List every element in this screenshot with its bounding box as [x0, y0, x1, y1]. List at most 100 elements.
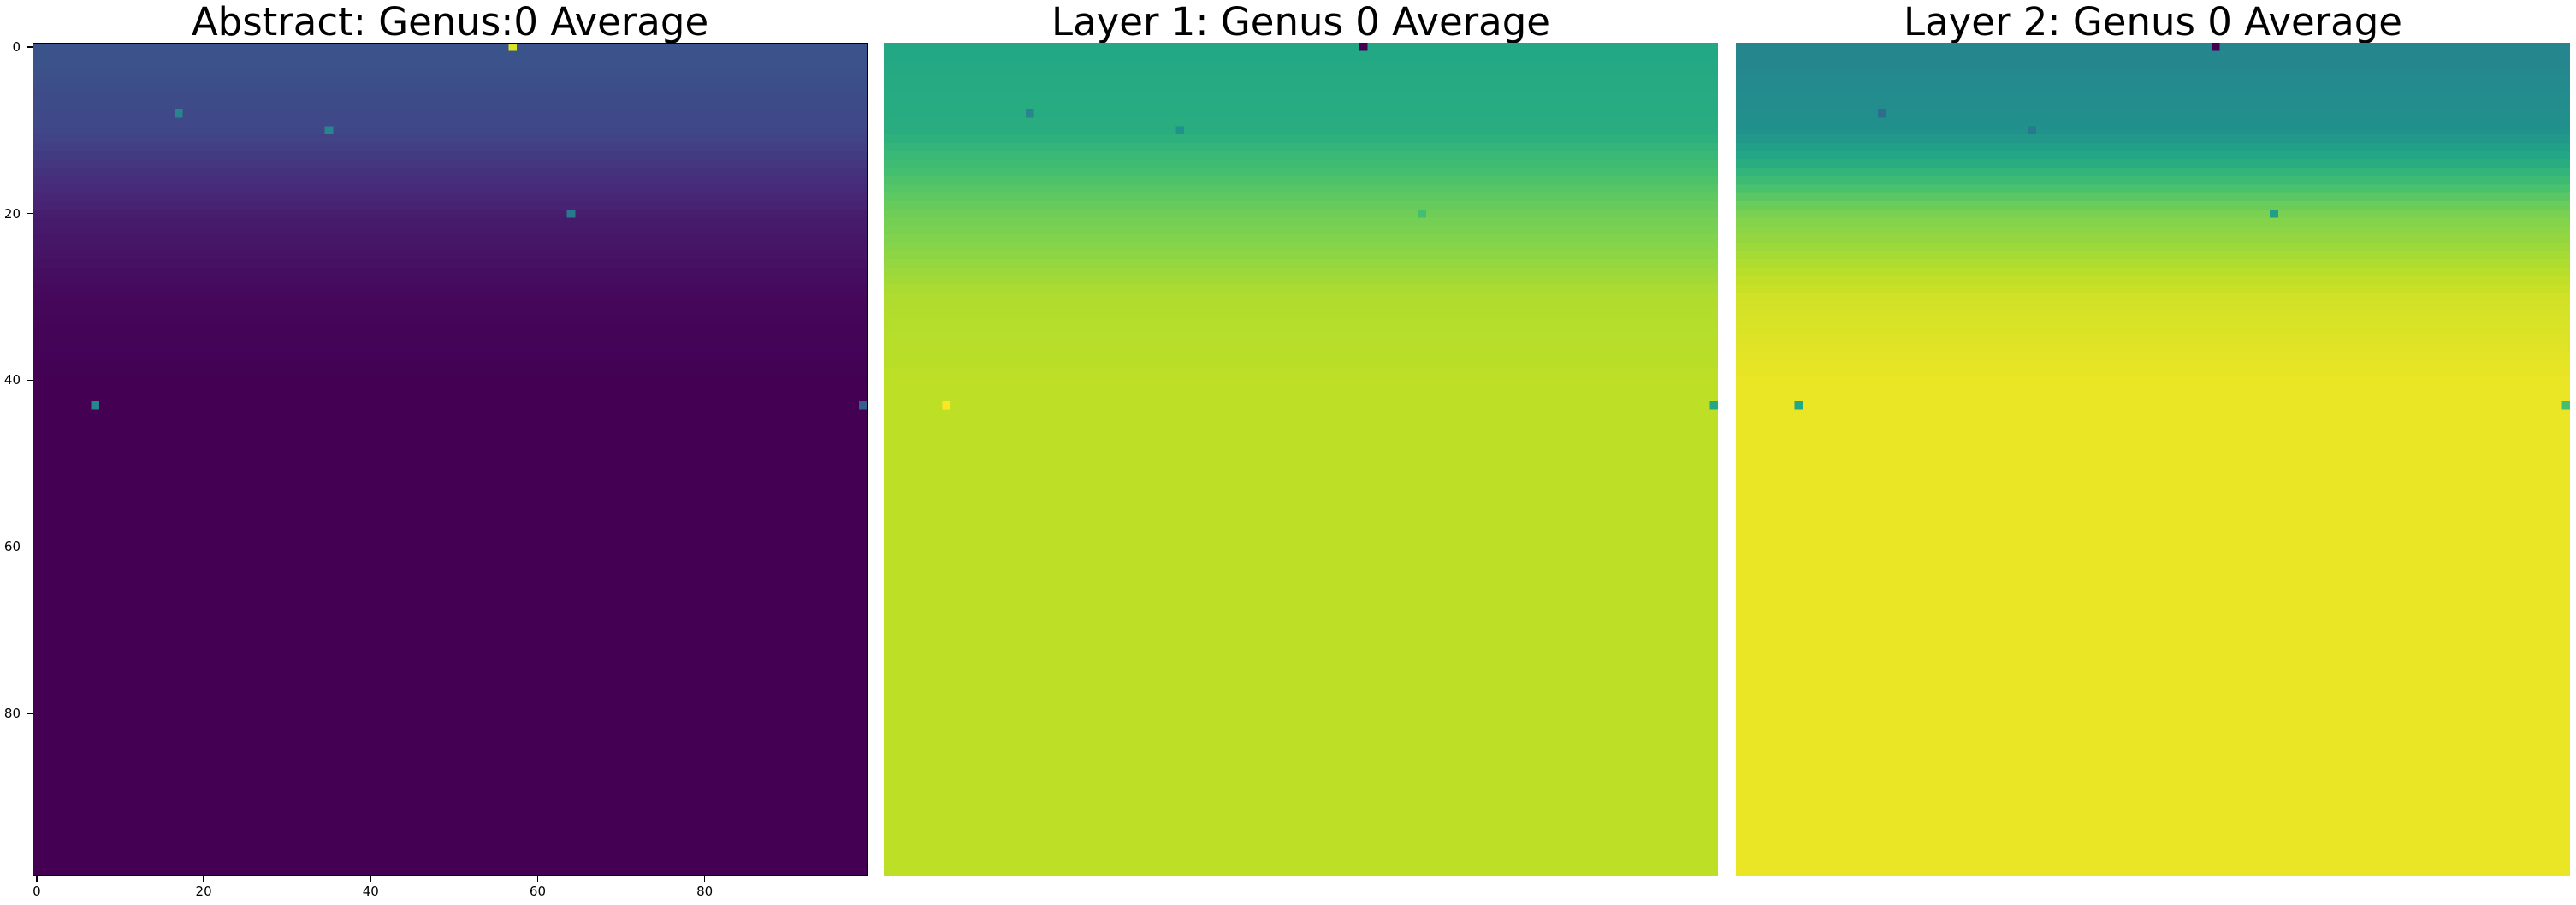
heatmap-row [1736, 209, 2570, 219]
heatmap-row [884, 226, 1718, 235]
heatmap-row [33, 351, 868, 360]
heatmap-row [884, 417, 1718, 427]
heatmap-row [884, 559, 1718, 569]
heatmap-row [33, 126, 868, 135]
heatmap-row [1736, 342, 2570, 352]
heatmap-row [884, 784, 1718, 794]
y-tick [27, 713, 33, 714]
heatmap-row [1736, 683, 2570, 694]
heatmap-row [33, 850, 868, 861]
heatmap-row [1736, 559, 2570, 569]
heatmap-row [884, 451, 1718, 460]
panel-3-title: Layer 2: Genus 0 Average [1904, 0, 2402, 44]
heatmap-row [884, 642, 1718, 652]
heatmap-row [884, 434, 1718, 444]
heatmap-row [1736, 151, 2570, 160]
heatmap-row [884, 518, 1718, 527]
y-tick [27, 212, 33, 215]
heatmap-row [33, 459, 868, 469]
heatmap-row [884, 68, 1718, 77]
heatmap-row [1736, 801, 2570, 810]
heatmap-row [884, 767, 1718, 777]
heatmap-row [884, 184, 1718, 193]
x-tick [536, 876, 539, 882]
heatmap-row [884, 792, 1718, 801]
heatmap-row [33, 542, 868, 552]
x-tick-label: 80 [696, 884, 714, 899]
heatmap-row [884, 209, 1718, 219]
heatmap-row [33, 400, 868, 411]
heatmap-row [33, 600, 868, 610]
heatmap-row [33, 267, 868, 277]
x-tick [36, 876, 38, 882]
heatmap-row [1736, 59, 2570, 68]
heatmap-row [884, 300, 1718, 311]
heatmap-row [1736, 776, 2570, 785]
heatmap-row [884, 242, 1718, 251]
heatmap-row [33, 500, 868, 510]
heatmap-row [33, 192, 868, 202]
heatmap-row [884, 817, 1718, 827]
heatmap-row [33, 834, 868, 843]
heatmap-row [1736, 101, 2570, 110]
y-tick-label: 60 [3, 539, 21, 555]
heatmap-row [33, 551, 868, 560]
heatmap-row [1736, 701, 2570, 710]
x-tick [703, 876, 706, 882]
heatmap-row [884, 825, 1718, 835]
heatmap-row [1736, 817, 2570, 827]
heatmap-row [33, 275, 868, 285]
heatmap-row [1736, 642, 2570, 652]
heatmap-row [884, 717, 1718, 727]
heatmap-row [884, 159, 1718, 169]
heatmap-row [884, 201, 1718, 210]
heatmap-row [884, 309, 1718, 318]
heatmap-row [33, 92, 868, 102]
y-tick-label: 0 [12, 38, 21, 55]
heatmap-row [884, 509, 1718, 518]
heatmap-row [1736, 692, 2570, 701]
heatmap-row [1736, 234, 2570, 244]
heatmap-row [1736, 50, 2570, 60]
panel-1-title: Abstract: Genus:0 Average [191, 0, 709, 44]
heatmap-row [884, 609, 1718, 618]
heatmap-row [884, 442, 1718, 452]
heatmap-row [1736, 676, 2570, 685]
heatmap-row [33, 251, 868, 260]
heatmap-row [884, 867, 1718, 876]
heatmap-row [33, 293, 868, 302]
heatmap-row [1736, 351, 2570, 360]
heatmap-row [33, 592, 868, 602]
heatmap-row [33, 342, 868, 352]
heatmap-row [33, 576, 868, 585]
heatmap-row [1736, 409, 2570, 418]
heatmap-cell [174, 109, 183, 118]
heatmap-row [1736, 742, 2570, 752]
heatmap-row [884, 409, 1718, 418]
heatmap-row [33, 518, 868, 527]
heatmap-row [1736, 834, 2570, 843]
heatmap-row [33, 634, 868, 643]
heatmap-row [1736, 734, 2570, 743]
heatmap-row [1736, 426, 2570, 435]
heatmap-row [884, 492, 1718, 502]
heatmap-cell [324, 126, 334, 135]
heatmap-row [33, 84, 868, 93]
heatmap-row [33, 242, 868, 251]
heatmap-row [884, 101, 1718, 110]
heatmap-row [1736, 659, 2570, 668]
y-tick-label: 40 [3, 372, 21, 388]
heatmap-row [884, 351, 1718, 360]
heatmap-row [1736, 625, 2570, 636]
heatmap-row [884, 84, 1718, 93]
heatmap-row [33, 75, 868, 86]
heatmap-row [1736, 634, 2570, 643]
heatmap-row [33, 584, 868, 594]
heatmap-row [1736, 667, 2570, 677]
heatmap-row [884, 725, 1718, 735]
heatmap-row [33, 717, 868, 727]
heatmap-row [33, 184, 868, 193]
heatmap-row [884, 534, 1718, 543]
y-tick [27, 546, 33, 548]
heatmap-row [33, 151, 868, 160]
